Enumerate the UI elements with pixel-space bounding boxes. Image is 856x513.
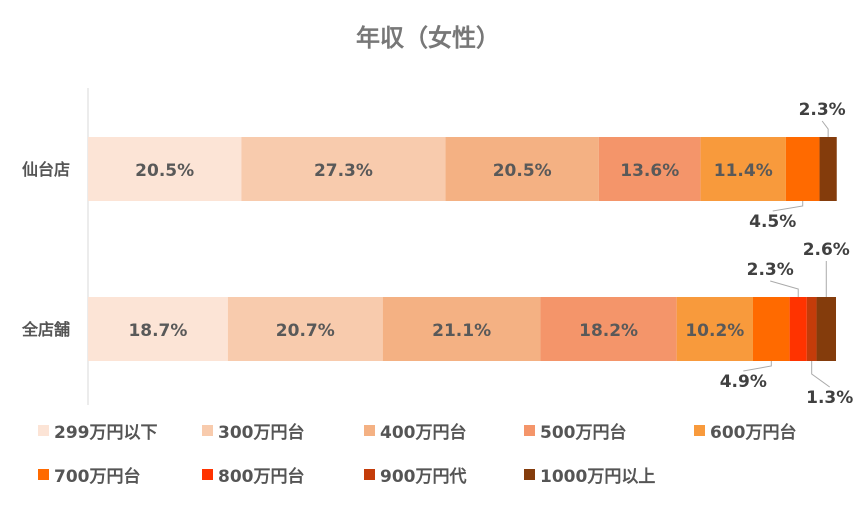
legend-swatch — [364, 425, 375, 436]
legend-label: 300万円台 — [218, 423, 305, 443]
bar-segment — [540, 297, 677, 361]
data-label: 2.3% — [799, 100, 846, 120]
bar-segment — [598, 137, 701, 201]
data-label: 20.7% — [276, 321, 335, 341]
bar-segment — [241, 137, 446, 201]
bar-segment — [676, 297, 753, 361]
data-label: 1.3% — [806, 388, 853, 408]
legend-swatch — [202, 425, 213, 436]
bar-segment — [700, 137, 786, 201]
legend-label: 500万円台 — [540, 423, 627, 443]
data-label: 13.6% — [620, 161, 679, 181]
bar-segment — [806, 297, 817, 361]
legend-swatch — [38, 469, 49, 480]
bar-segment — [785, 137, 820, 201]
leader-line — [811, 361, 830, 388]
category-label: 仙台店 — [22, 160, 70, 179]
legend-label: 900万円代 — [380, 467, 467, 487]
legend-item: 800万円台 — [202, 462, 305, 487]
bar-segment — [445, 137, 599, 201]
data-label: 2.6% — [803, 240, 850, 260]
data-label: 4.9% — [720, 372, 767, 392]
data-label: 2.3% — [747, 260, 794, 280]
bar-segment — [819, 137, 837, 201]
data-label: 10.2% — [685, 321, 744, 341]
legend-label: 1000万円以上 — [540, 467, 656, 487]
data-label: 20.5% — [135, 161, 194, 181]
legend-swatch — [524, 425, 535, 436]
data-label: 11.4% — [714, 161, 773, 181]
legend-item: 600万円台 — [694, 418, 797, 443]
legend-item: 400万円台 — [364, 418, 467, 443]
legend-label: 800万円台 — [218, 467, 305, 487]
data-label: 4.5% — [749, 212, 796, 232]
leader-line — [743, 361, 772, 372]
bar-segment — [382, 297, 541, 361]
legend-label: 299万円以下 — [54, 423, 158, 443]
legend-item: 900万円代 — [364, 462, 467, 487]
data-label: 21.1% — [432, 321, 491, 341]
legend-swatch — [38, 425, 49, 436]
leader-line — [821, 120, 829, 137]
data-label: 27.3% — [314, 161, 373, 181]
legend-item: 500万円台 — [524, 418, 627, 443]
bar-segment — [816, 297, 836, 361]
legend-item: 299万円以下 — [38, 418, 158, 443]
legend-swatch — [524, 469, 535, 480]
legend-swatch — [202, 469, 213, 480]
data-label: 18.2% — [579, 321, 638, 341]
legend-item: 1000万円以上 — [524, 462, 655, 487]
leader-line — [772, 201, 804, 212]
legend-item: 300万円台 — [202, 418, 305, 443]
legend-swatch — [364, 469, 375, 480]
legend-label: 600万円台 — [710, 423, 797, 443]
data-label: 18.7% — [128, 321, 187, 341]
legend-label: 400万円台 — [380, 423, 467, 443]
legend-item: 700万円台 — [38, 462, 141, 487]
chart-title: 年収（女性） — [356, 24, 500, 52]
bar-segment — [789, 297, 807, 361]
bar-segment — [752, 297, 790, 361]
bar-segment — [88, 137, 242, 201]
bar-segment — [88, 297, 228, 361]
leader-line — [770, 280, 799, 297]
data-label: 20.5% — [493, 161, 552, 181]
legend-swatch — [694, 425, 705, 436]
legend-label: 700万円台 — [54, 467, 141, 487]
category-label: 全店舗 — [21, 320, 70, 339]
bar-segment — [227, 297, 383, 361]
